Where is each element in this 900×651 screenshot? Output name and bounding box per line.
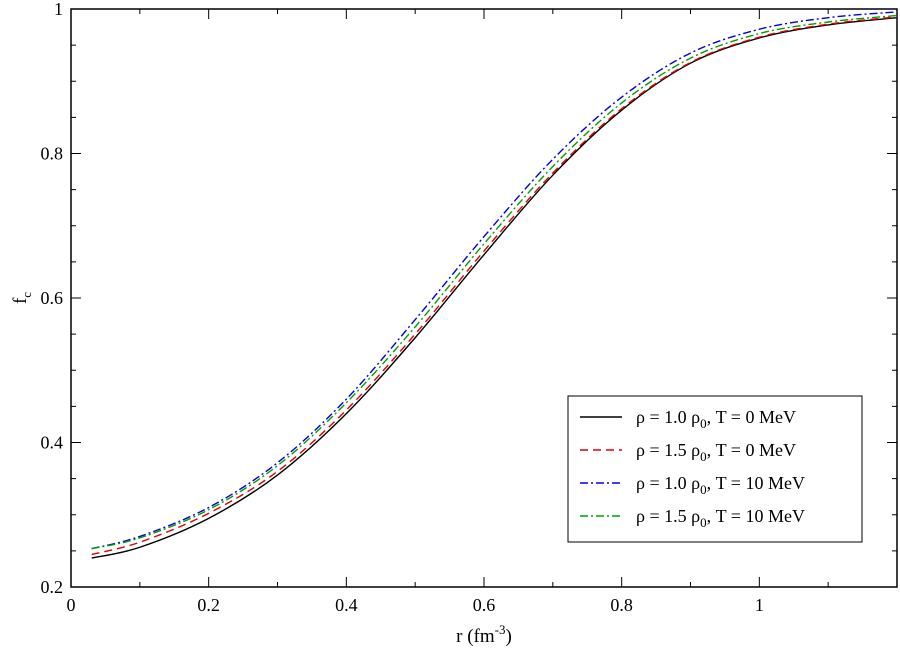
y-tick-label: 1: [54, 0, 63, 19]
legend-label-main: ρ = 1.5 ρ: [636, 440, 700, 460]
y-tick-label: 0.6: [41, 288, 64, 308]
x-tick-label: 0.8: [610, 595, 633, 615]
x-tick-label: 1: [755, 595, 764, 615]
x-axis-title-sup: -3: [495, 622, 506, 637]
x-axis-title-text: r (fm: [456, 626, 495, 647]
legend-label-main: ρ = 1.0 ρ: [636, 473, 700, 493]
x-axis-title: r (fm-3): [456, 622, 512, 647]
y-tick-label: 0.4: [41, 433, 64, 453]
x-tick-label: 0.2: [197, 595, 220, 615]
legend-label-tail: , T = 10 MeV: [707, 473, 805, 493]
y-tick-label: 0.8: [41, 144, 64, 164]
x-tick-label: 0.6: [473, 595, 496, 615]
x-axis-title-end: ): [506, 626, 512, 647]
x-tick-label: 0: [67, 595, 76, 615]
legend-label-tail: , T = 0 MeV: [707, 440, 796, 460]
y-tick-label: 0.2: [41, 577, 64, 597]
legend-label-main: ρ = 1.0 ρ: [636, 407, 700, 427]
y-axis-title: fc: [10, 292, 34, 304]
legend-label-tail: , T = 0 MeV: [707, 407, 796, 427]
legend-label-tail: , T = 10 MeV: [707, 506, 805, 526]
legend-label-main: ρ = 1.5 ρ: [636, 506, 700, 526]
x-tick-label: 0.4: [335, 595, 358, 615]
y-axis-title-sub: c: [19, 292, 34, 298]
